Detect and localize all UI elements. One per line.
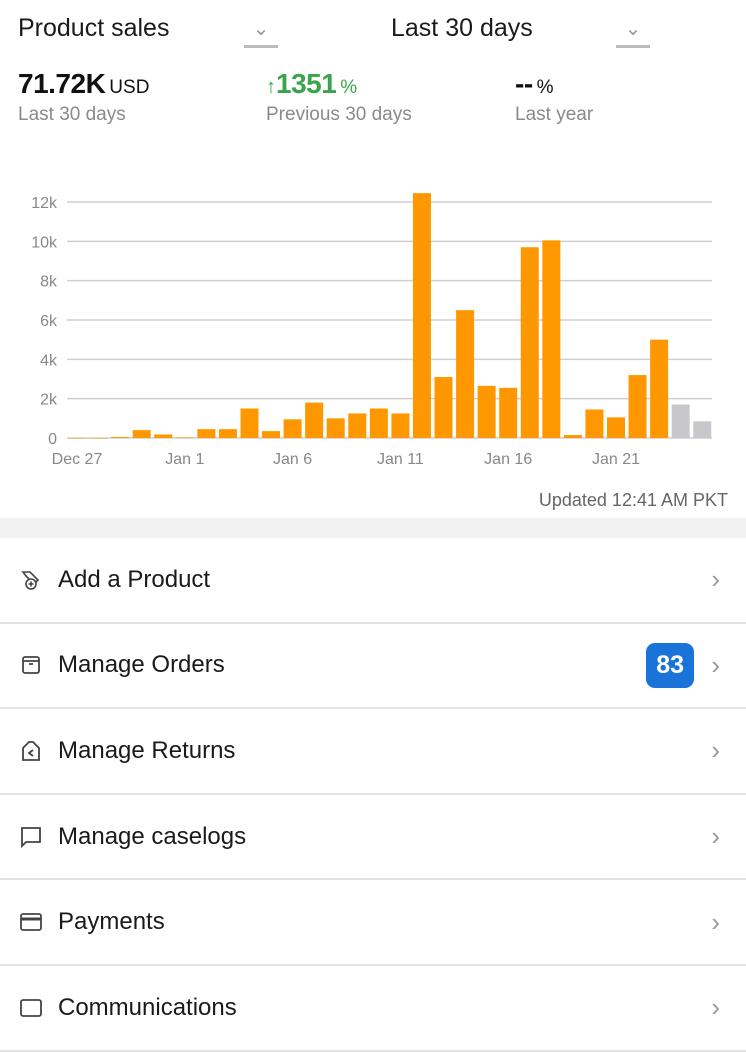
stat-last-year: --% Last year xyxy=(515,68,593,126)
metric-select[interactable]: Product sales xyxy=(18,14,170,42)
box-icon xyxy=(20,654,42,676)
bar-jan-21 xyxy=(607,417,625,438)
bar-jan-6 xyxy=(283,419,302,438)
bar-dec-30 xyxy=(132,430,151,438)
y-tick-label: 8k xyxy=(40,274,58,291)
menu-list: Add a Product › Manage Orders 83 › Manag… xyxy=(0,538,746,1052)
message-icon xyxy=(20,997,42,1019)
stat-previous: ↑1351% Previous 30 days xyxy=(266,68,412,126)
chevron-right-icon: › xyxy=(711,906,720,937)
menu-item-communications[interactable]: Communications › xyxy=(0,966,746,1052)
chevron-right-icon: › xyxy=(711,821,720,852)
chevron-down-icon[interactable]: ⌄ xyxy=(616,18,650,48)
bar-dec-28 xyxy=(89,438,108,439)
bar-jan-3 xyxy=(218,429,237,438)
menu-item-add-product[interactable]: Add a Product › xyxy=(0,538,746,624)
bar-jan-18 xyxy=(542,240,561,438)
stat-unit: % xyxy=(340,77,358,98)
period-select[interactable]: Last 30 days xyxy=(391,14,533,42)
bar-jan-22 xyxy=(628,375,647,438)
chevron-right-icon: › xyxy=(711,992,720,1023)
menu-item-manage-caselogs[interactable]: Manage caselogs › xyxy=(0,795,746,881)
bar-jan-20 xyxy=(585,409,604,438)
x-tick-label: Jan 1 xyxy=(165,451,204,468)
x-tick-label: Jan 21 xyxy=(592,451,640,468)
y-tick-label: 10k xyxy=(31,234,58,251)
chevron-right-icon: › xyxy=(711,564,720,595)
stat-label: Previous 30 days xyxy=(266,104,412,125)
bar-jan-15 xyxy=(477,385,496,438)
section-divider xyxy=(0,518,746,538)
return-box-icon xyxy=(20,740,42,762)
menu-item-manage-orders[interactable]: Manage Orders 83 › xyxy=(0,624,746,710)
bar-jan-16 xyxy=(499,387,518,438)
menu-item-label: Payments xyxy=(58,908,165,936)
sales-bar-chart: 0 2k 4k 6k 8k 10k 12k Dec 27 Jan 1 Jan 6 Jan 11 Jan… xyxy=(31,193,712,468)
bar-jan-9 xyxy=(348,413,367,438)
updated-timestamp: Updated 12:41 AM PKT xyxy=(538,490,728,510)
y-tick-label: 12k xyxy=(31,195,58,212)
stat-value: 71.72K xyxy=(18,68,106,99)
bar-jan-4 xyxy=(240,408,259,438)
chevron-down-icon[interactable]: ⌄ xyxy=(244,18,278,48)
stat-value: -- xyxy=(515,68,533,99)
chat-bubble-icon xyxy=(20,826,42,848)
bar-jan-8 xyxy=(326,418,345,438)
bar-jan-5 xyxy=(262,431,281,438)
bar-jan-23 xyxy=(650,339,669,438)
stat-total: 71.72K USD Last 30 days xyxy=(18,68,149,126)
bar-jan-24 xyxy=(671,404,690,438)
card-icon xyxy=(20,911,42,933)
bar-jan-11 xyxy=(391,413,410,438)
y-tick-label: 2k xyxy=(40,392,58,409)
bar-jan-10 xyxy=(369,408,388,438)
y-tick-label: 0 xyxy=(48,431,57,448)
bar-jan-7 xyxy=(305,402,324,438)
x-tick-label: Jan 16 xyxy=(484,451,532,468)
menu-item-label: Manage Returns xyxy=(58,736,236,764)
chevron-right-icon: › xyxy=(711,649,720,680)
orders-count-badge: 83 xyxy=(646,642,694,688)
menu-item-manage-returns[interactable]: Manage Returns › xyxy=(0,709,746,795)
stat-unit: % xyxy=(536,77,554,98)
stat-label: Last year xyxy=(515,104,594,125)
bar-jan-2 xyxy=(197,429,216,438)
bar-dec-27 xyxy=(68,438,86,439)
menu-item-label: Add a Product xyxy=(58,565,211,593)
menu-item-payments[interactable]: Payments › xyxy=(0,880,746,966)
x-tick-label: Dec 27 xyxy=(52,451,103,468)
bar-jan-17 xyxy=(520,247,539,438)
stat-label: Last 30 days xyxy=(18,104,126,125)
bar-jan-13 xyxy=(434,377,453,438)
bar-jan-1 xyxy=(175,437,194,438)
y-tick-label: 4k xyxy=(40,352,58,369)
stat-unit: USD xyxy=(109,77,150,98)
bar-jan-19 xyxy=(563,435,582,438)
menu-item-label: Manage Orders xyxy=(58,651,225,679)
chevron-right-icon: › xyxy=(711,735,720,766)
x-tick-label: Jan 6 xyxy=(273,451,312,468)
tag-plus-icon xyxy=(20,569,42,591)
bar-dec-31 xyxy=(154,434,173,438)
x-tick-label: Jan 11 xyxy=(377,451,424,468)
bar-jan-14 xyxy=(456,310,475,438)
menu-item-label: Manage caselogs xyxy=(58,822,247,850)
bar-dec-29 xyxy=(111,437,130,438)
stat-value: 1351 xyxy=(276,68,337,99)
bar-jan-25 xyxy=(693,421,712,438)
menu-item-label: Communications xyxy=(58,993,237,1021)
y-tick-label: 6k xyxy=(40,313,58,330)
bar-jan-12 xyxy=(412,193,431,438)
arrow-up-icon: ↑ xyxy=(266,76,276,98)
